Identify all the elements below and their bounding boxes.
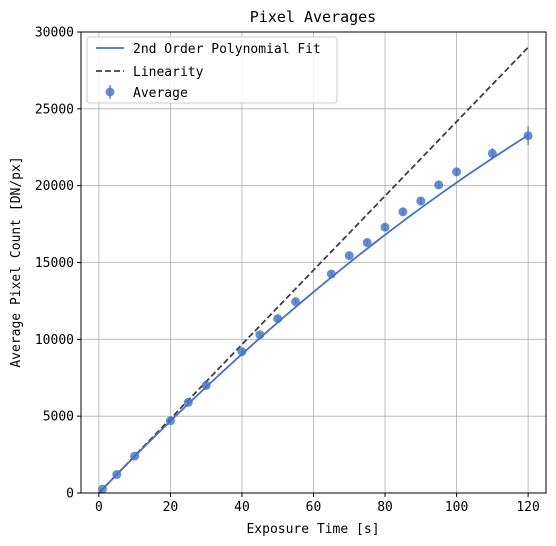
average-point bbox=[201, 380, 211, 390]
y-axis-label: Average Pixel Count [DN/px] bbox=[9, 156, 24, 367]
average-point bbox=[434, 180, 444, 190]
average-point bbox=[130, 451, 140, 461]
y-axis: 0 5000 10000 15000 20000 25000 30000 bbox=[35, 26, 81, 502]
average-point bbox=[362, 238, 372, 248]
y-tick-label: 0 bbox=[66, 487, 74, 502]
series-layer bbox=[97, 46, 533, 494]
average-point bbox=[291, 297, 301, 307]
chart-title: Pixel Averages bbox=[250, 8, 376, 26]
average-point bbox=[97, 484, 107, 494]
legend-fit-label: 2nd Order Polynomial Fit bbox=[133, 42, 321, 57]
average-point bbox=[452, 167, 462, 177]
x-tick-label: 0 bbox=[95, 500, 103, 515]
average-point bbox=[273, 314, 283, 324]
y-tick-label: 15000 bbox=[35, 256, 74, 271]
x-tick-label: 20 bbox=[163, 500, 179, 515]
x-tick-label: 40 bbox=[234, 500, 250, 515]
average-point bbox=[380, 222, 390, 232]
legend: 2nd Order Polynomial Fit Linearity Avera… bbox=[86, 36, 338, 104]
average-point bbox=[183, 397, 193, 407]
x-tick-label: 120 bbox=[516, 500, 539, 515]
legend-average-swatch bbox=[105, 87, 115, 97]
x-tick-label: 80 bbox=[377, 500, 393, 515]
average-point bbox=[165, 416, 175, 426]
polynomial-fit-line bbox=[101, 134, 529, 490]
y-tick-label: 5000 bbox=[43, 410, 74, 425]
average-point bbox=[112, 470, 122, 480]
y-tick-label: 20000 bbox=[35, 179, 74, 194]
average-point bbox=[326, 269, 336, 279]
y-tick-label: 25000 bbox=[35, 102, 74, 117]
average-point bbox=[416, 196, 426, 206]
average-point bbox=[344, 251, 354, 261]
y-tick-label: 10000 bbox=[35, 333, 74, 348]
x-axis-label: Exposure Time [s] bbox=[246, 522, 379, 537]
average-point bbox=[237, 347, 247, 357]
legend-box bbox=[86, 36, 338, 104]
legend-average-label: Average bbox=[133, 86, 188, 101]
x-axis: 0 20 40 60 80 100 120 bbox=[95, 493, 540, 515]
average-point bbox=[255, 330, 265, 340]
y-tick-label: 30000 bbox=[35, 26, 74, 41]
x-tick-label: 60 bbox=[306, 500, 322, 515]
legend-linearity-label: Linearity bbox=[133, 65, 204, 80]
average-point bbox=[523, 131, 533, 141]
average-point bbox=[487, 148, 497, 158]
x-tick-label: 100 bbox=[445, 500, 468, 515]
average-point bbox=[398, 207, 408, 217]
